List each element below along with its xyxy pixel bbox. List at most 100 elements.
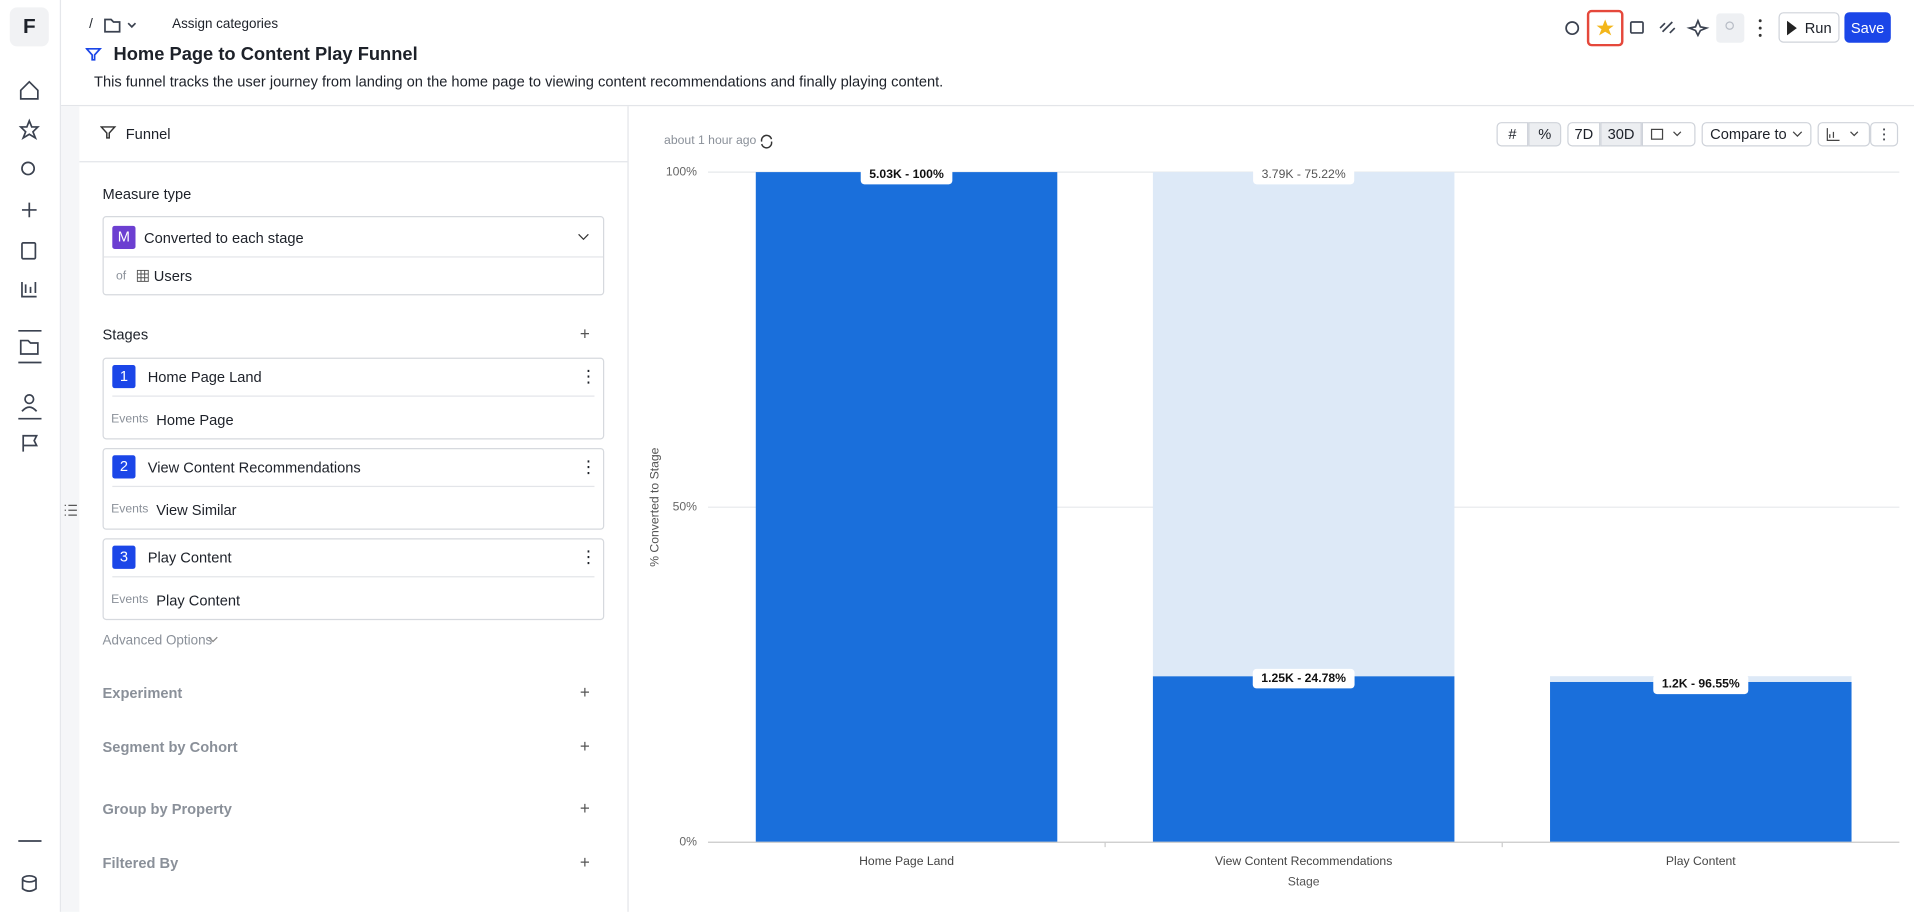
help-button[interactable]	[1565, 21, 1580, 36]
bar-label-box	[860, 164, 953, 185]
bar-segment	[755, 172, 1058, 843]
advanced-chevron	[208, 636, 218, 643]
events-label: Events	[111, 412, 149, 427]
stage-menu[interactable]: ⋮	[579, 546, 597, 567]
folder-icon[interactable]	[19, 339, 39, 355]
event-name[interactable]: Play Content	[156, 592, 241, 610]
header-actions	[1565, 9, 1762, 47]
section-add[interactable]: +	[579, 798, 590, 818]
event-name[interactable]: Home Page	[156, 411, 234, 429]
more-button[interactable]	[1758, 33, 1762, 37]
docs-icon[interactable]	[21, 242, 37, 260]
nav-icons	[18, 80, 42, 892]
funnel-chart: 0% 50% 100% % Converted to Stage Stage Home P…	[648, 164, 1900, 889]
charts-icon[interactable]	[21, 281, 37, 298]
link-button[interactable]	[1659, 21, 1676, 34]
funnel-icon	[85, 47, 103, 61]
stage-card: 2 View Content Recommendations ⋮ Events View…	[102, 447, 605, 530]
advanced-options[interactable]: Advanced Options	[102, 633, 213, 649]
measure-type-value[interactable]: Converted to each stage	[144, 229, 304, 247]
stage-menu[interactable]: ⋮	[579, 456, 597, 477]
count-toggle[interactable]: #	[1496, 122, 1529, 147]
stage-name[interactable]: Home Page Land	[147, 368, 262, 386]
chart-type[interactable]	[1817, 122, 1871, 147]
logo[interactable]: F	[9, 7, 49, 47]
ai-button[interactable]	[1686, 18, 1710, 38]
bar-label-text: 3.79K - 75.22%	[1262, 167, 1346, 181]
measure-dropdown[interactable]	[577, 232, 589, 242]
favorites-icon[interactable]	[18, 118, 40, 140]
flag-icon[interactable]	[22, 434, 39, 452]
range-7d[interactable]: 7D	[1567, 122, 1601, 147]
range-30d[interactable]: 30D	[1600, 122, 1642, 147]
bar-label-box	[1653, 674, 1749, 695]
bar-segment	[1152, 676, 1455, 843]
x-tick-label: View Content Recommendations	[1215, 854, 1392, 868]
panel-strip	[61, 106, 80, 912]
save-button[interactable]: Save	[1844, 12, 1891, 43]
profile-icon[interactable]	[24, 394, 35, 405]
data-icon-body	[21, 878, 37, 892]
breadcrumb-separator: /	[89, 17, 93, 32]
chart-more[interactable]: ⋮	[1870, 122, 1899, 147]
section-title[interactable]: Filtered By	[102, 854, 179, 872]
measure-type-box: M Converted to each stage of Users	[102, 216, 605, 296]
stage-name[interactable]: Play Content	[147, 549, 232, 567]
events-label: Events	[111, 593, 149, 607]
rail-separators	[18, 329, 42, 842]
page-title: Home Page to Content Play Funnel	[113, 43, 418, 65]
section-add[interactable]: +	[579, 736, 590, 756]
y-tick-label: 50%	[673, 499, 698, 513]
add-stage[interactable]: +	[579, 323, 590, 344]
panel-title: Funnel	[125, 125, 171, 143]
data-icon[interactable]	[21, 874, 37, 883]
date-picker[interactable]	[1641, 122, 1696, 147]
stage-menu[interactable]: ⋮	[579, 366, 597, 386]
search-icon[interactable]	[21, 161, 36, 176]
bar-label: 3.79K - 75.22%	[1253, 164, 1355, 185]
bar-label-text: 1.2K - 96.55%	[1662, 677, 1740, 691]
x-tick-label: Home Page Land	[859, 854, 954, 868]
table-icon	[136, 269, 149, 282]
bar-segment	[1152, 172, 1455, 677]
section-title[interactable]: Group by Property	[102, 800, 232, 818]
event-name[interactable]: View Similar	[156, 501, 237, 519]
measure-divider	[103, 256, 604, 258]
folder-picker[interactable]	[103, 16, 142, 36]
stage-number: 1	[112, 364, 136, 389]
breadcrumb-link[interactable]: Assign categories	[172, 17, 279, 32]
bar-label: 1.25K - 24.78%	[1252, 668, 1355, 689]
run-button[interactable]: Run	[1778, 12, 1840, 43]
page-description: This funnel tracks the user journey from…	[93, 73, 944, 91]
bar-label-box	[1252, 668, 1355, 689]
share-icon	[1725, 21, 1734, 30]
stage-divider	[112, 395, 595, 397]
refresh-button[interactable]	[758, 133, 775, 150]
percent-toggle[interactable]: %	[1528, 122, 1562, 147]
section-add[interactable]: +	[579, 682, 590, 702]
stage-name[interactable]: View Content Recommendations	[147, 458, 361, 477]
nav-rail: F	[0, 0, 62, 912]
measure-badge: M	[112, 225, 136, 250]
y-tick-label: 0%	[679, 834, 697, 848]
of-label: of	[115, 269, 127, 284]
panel-funnel-icon	[100, 126, 117, 139]
outline-toggle[interactable]	[63, 503, 78, 518]
comment-button[interactable]	[1629, 21, 1644, 34]
star-button[interactable]	[1596, 19, 1614, 36]
compare-label: Compare to	[1710, 125, 1787, 143]
share-button[interactable]	[1716, 13, 1745, 43]
run-label: Run	[1804, 18, 1832, 37]
entity[interactable]: Users	[153, 267, 193, 285]
home-icon[interactable]	[19, 80, 39, 100]
section-title[interactable]: Experiment	[102, 684, 183, 702]
create-icon[interactable]	[21, 202, 37, 218]
compare-to[interactable]: Compare to	[1701, 122, 1812, 147]
stage-number: 2	[112, 455, 136, 479]
bar-segment	[1550, 681, 1852, 843]
stage-divider	[112, 485, 595, 488]
section-add[interactable]: +	[579, 852, 590, 872]
section-title[interactable]: Segment by Cohort	[102, 738, 238, 756]
